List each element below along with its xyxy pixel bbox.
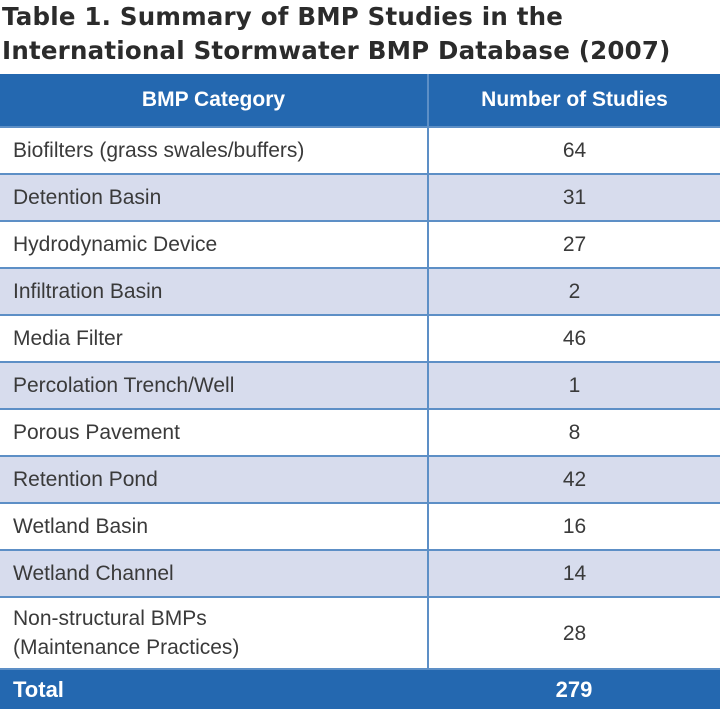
header-number-of-studies: Number of Studies: [428, 74, 720, 128]
count-cell: 2: [428, 268, 720, 316]
category-cell: Percolation Trench/Well: [0, 362, 429, 410]
category-cell: Retention Pond: [0, 456, 429, 504]
table-footer: Total 279: [0, 669, 720, 709]
table-row: Non-structural BMPs (Maintenance Practic…: [0, 597, 720, 670]
table-row: Infiltration Basin 2: [0, 268, 720, 316]
table-body: Biofilters (grass swales/buffers) 64 Det…: [0, 127, 720, 670]
count-cell: 64: [428, 127, 720, 175]
count-cell: 42: [428, 456, 720, 504]
count-cell: 46: [428, 315, 720, 363]
category-cell: Media Filter: [0, 315, 429, 363]
table-row: Retention Pond 42: [0, 456, 720, 504]
header-bmp-category: BMP Category: [0, 74, 429, 128]
total-row: Total 279: [0, 669, 720, 709]
category-cell: Infiltration Basin: [0, 268, 429, 316]
count-cell: 1: [428, 362, 720, 410]
category-cell: Wetland Channel: [0, 550, 429, 598]
category-cell: Wetland Basin: [0, 503, 429, 551]
category-line2: (Maintenance Practices): [13, 636, 240, 659]
table-row: Media Filter 46: [0, 315, 720, 363]
table-row: Porous Pavement 8: [0, 409, 720, 457]
table-row: Hydrodynamic Device 27: [0, 221, 720, 269]
table-header: BMP Category Number of Studies: [0, 74, 720, 128]
category-line1: Non-structural BMPs: [13, 607, 207, 630]
category-cell: Porous Pavement: [0, 409, 429, 457]
table-title-line1: Table 1. Summary of BMP Studies in the: [2, 2, 564, 31]
table-row: Wetland Basin 16: [0, 503, 720, 551]
count-cell: 27: [428, 221, 720, 269]
count-cell: 8: [428, 409, 720, 457]
count-cell: 31: [428, 174, 720, 222]
table-row: Percolation Trench/Well 1: [0, 362, 720, 410]
total-value: 279: [428, 669, 720, 709]
table-title-line2: International Stormwater BMP Database (2…: [2, 36, 671, 65]
count-cell: 14: [428, 550, 720, 598]
category-cell: Detention Basin: [0, 174, 429, 222]
table-row: Biofilters (grass swales/buffers) 64: [0, 127, 720, 175]
table-row: Detention Basin 31: [0, 174, 720, 222]
total-label: Total: [0, 669, 428, 709]
table-row: Wetland Channel 14: [0, 550, 720, 598]
category-cell: Biofilters (grass swales/buffers): [0, 127, 429, 175]
category-cell: Non-structural BMPs (Maintenance Practic…: [0, 597, 429, 670]
count-cell: 16: [428, 503, 720, 551]
category-cell: Hydrodynamic Device: [0, 221, 429, 269]
table-title: Table 1. Summary of BMP Studies in the I…: [2, 0, 718, 68]
count-cell: 28: [428, 597, 720, 670]
bmp-studies-table: BMP Category Number of Studies Biofilter…: [0, 74, 720, 709]
